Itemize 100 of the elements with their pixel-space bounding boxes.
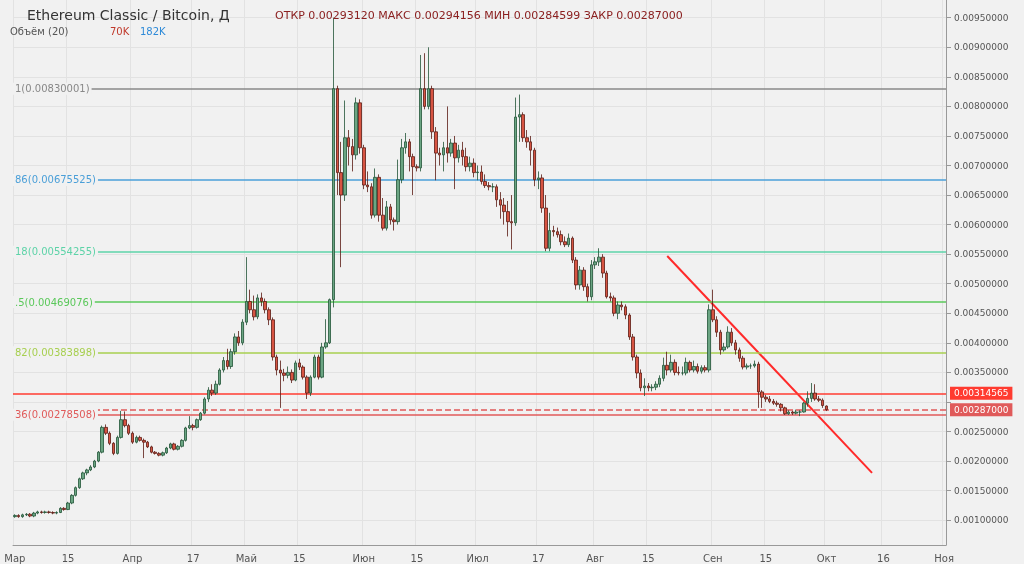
candlestick	[643, 377, 646, 397]
y-tick-label: 0.00600000	[954, 219, 1009, 230]
candlestick	[89, 464, 92, 472]
candlestick	[753, 360, 756, 369]
candlestick	[62, 506, 66, 512]
candlestick	[317, 354, 320, 380]
x-tick-label: Сен	[702, 552, 723, 564]
candlestick	[821, 398, 824, 409]
candlestick	[32, 511, 36, 518]
candlestick	[692, 360, 696, 373]
candlestick	[783, 406, 787, 416]
x-tick-label: 15	[61, 552, 75, 564]
candlestick	[40, 510, 43, 515]
candlestick	[616, 301, 620, 320]
candlestick	[13, 513, 17, 519]
y-tick-label: 0.00450000	[954, 308, 1009, 319]
candlestick	[135, 435, 138, 444]
candlestick	[476, 165, 479, 181]
x-tick-label: Ноя	[934, 552, 954, 564]
candlestick	[43, 510, 47, 515]
candlestick	[703, 364, 707, 373]
candlestick	[726, 325, 730, 350]
y-tick-label: 0.00350000	[954, 367, 1009, 378]
y-tick-label: 0.00200000	[954, 456, 1009, 467]
candlestick	[59, 506, 62, 514]
candlestick	[169, 442, 172, 450]
annotation: 182K	[140, 25, 167, 37]
candlestick	[707, 304, 711, 373]
candlestick	[419, 54, 422, 172]
y-tick-label: 0.00150000	[954, 485, 1009, 496]
y-tick-label: 0.00750000	[954, 130, 1009, 141]
candlestick	[442, 141, 445, 172]
y-tick-label: 0.00700000	[954, 160, 1009, 171]
y-tick-label: 0.00800000	[954, 101, 1009, 112]
candlestick	[578, 265, 582, 291]
candlestick	[453, 135, 457, 190]
candlestick	[286, 366, 290, 379]
candlestick	[775, 400, 779, 408]
candlestick	[161, 451, 165, 457]
annotation: Объём (20)	[10, 25, 69, 37]
ref-line-label: 0.00314565	[954, 388, 1009, 399]
x-tick-label: Май	[235, 552, 257, 564]
candlestick	[559, 230, 563, 246]
ref-line-label: 82(0.00383898)	[15, 346, 97, 358]
candlestick	[468, 156, 472, 172]
candlestick	[256, 293, 259, 320]
candlestick	[150, 445, 153, 454]
candlestick	[472, 158, 476, 178]
y-tick-label: 0.00850000	[954, 71, 1009, 82]
candlestick	[510, 194, 513, 250]
candlestick	[21, 513, 24, 519]
candlestick	[47, 510, 51, 515]
candlestick	[343, 100, 347, 202]
ref-line-label: 86(0.00675525)	[15, 174, 97, 186]
y-tick-label: 0.00400000	[954, 337, 1009, 348]
candlestick	[745, 363, 749, 370]
candlestick	[597, 247, 601, 267]
x-tick-label: 15	[292, 552, 306, 564]
candlestick	[772, 398, 775, 406]
x-tick-label: Июл	[466, 552, 489, 564]
candlestick	[813, 383, 817, 402]
y-tick-label: 0.00550000	[954, 249, 1009, 260]
candlestick	[768, 395, 771, 404]
y-tick-label: 0.00100000	[954, 515, 1009, 526]
x-tick-label: 15	[641, 552, 655, 564]
candlestick	[480, 165, 483, 185]
candlestick	[226, 348, 229, 370]
candlestick	[491, 182, 495, 193]
x-tick-label: Апр	[122, 552, 143, 564]
candlestick	[696, 363, 699, 374]
candlestick	[427, 46, 430, 110]
x-tick-label: 17	[186, 552, 200, 564]
x-tick-label: Мар	[4, 552, 26, 564]
text: Ethereum Classic / Bitcoin, Д	[27, 7, 230, 23]
candlestick	[294, 360, 297, 382]
candlestick	[612, 295, 616, 317]
candlestick	[548, 212, 551, 252]
text: ОТКР 0.00293120 МАКС 0.00294156 МИН 0.00284599 ЗАКР 0.00287000	[275, 9, 683, 22]
y-tick-label: 0.00900000	[954, 42, 1009, 53]
candlestick	[787, 409, 790, 416]
candlestick	[85, 468, 89, 476]
candlestick	[590, 259, 593, 301]
candlestick	[669, 354, 673, 373]
candlestick	[51, 510, 55, 515]
candlestick	[354, 97, 358, 160]
candlestick	[210, 383, 214, 397]
x-tick-label: Июн	[352, 552, 376, 564]
candlestick	[684, 357, 688, 376]
candlestick	[446, 106, 449, 163]
ref-line-label: .5(0.00469076)	[15, 296, 93, 308]
candlestick	[55, 510, 58, 515]
y-tick-label: 0.00950000	[954, 12, 1009, 23]
candlestick	[749, 363, 752, 370]
ref-line-label: 18(0.00554255)	[15, 246, 97, 258]
candlestick	[449, 138, 453, 158]
candlestick	[290, 369, 294, 384]
x-tick-label: Авг	[586, 552, 605, 564]
ref-line-label: 1(0.00830001)	[15, 83, 90, 95]
candlestick	[514, 97, 517, 227]
candlestick	[791, 410, 794, 416]
